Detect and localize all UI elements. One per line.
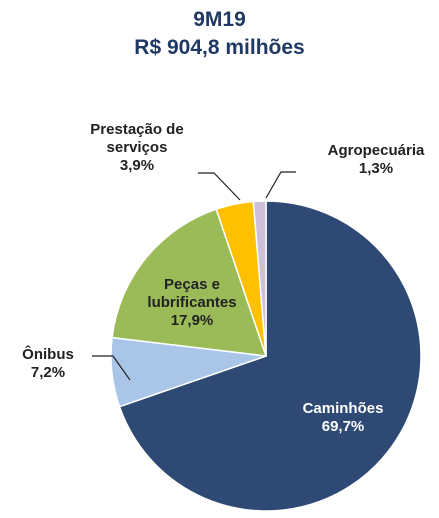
leader-line — [92, 355, 131, 381]
pie-slice — [252, 200, 267, 357]
slice-category-label: Ônibus — [22, 346, 74, 363]
slice-value-label: 1,3% — [358, 160, 394, 177]
pie-slice — [111, 208, 268, 357]
pie-slice — [118, 200, 422, 512]
slice-category-label: Caminhões — [302, 400, 384, 417]
slice-value-label: 3,9% — [119, 157, 155, 174]
slice-value-label: 69,7% — [321, 418, 365, 435]
slice-label: Peças e lubrificantes 17,9% — [147, 276, 236, 330]
leader-line — [198, 172, 241, 201]
chart-subtitle: R$ 904,8 milhões — [134, 36, 305, 59]
slice-value-label: 17,9% — [170, 312, 214, 329]
chart-title: 9M19 — [193, 8, 246, 31]
slice-label: Prestação de serviços 3,9% — [90, 121, 183, 175]
slice-category-label: Agropecuária — [327, 142, 425, 159]
slice-label: Agropecuária 1,3% — [328, 142, 425, 178]
slice-category-label: Peças e lubrificantes — [147, 276, 237, 311]
slice-label: Caminhões 69,7% — [303, 400, 384, 436]
leader-line — [265, 171, 296, 199]
slice-value-label: 7,2% — [30, 364, 66, 381]
slice-category-label: Prestação de serviços — [90, 121, 184, 156]
slice-label: Ônibus 7,2% — [22, 346, 74, 382]
